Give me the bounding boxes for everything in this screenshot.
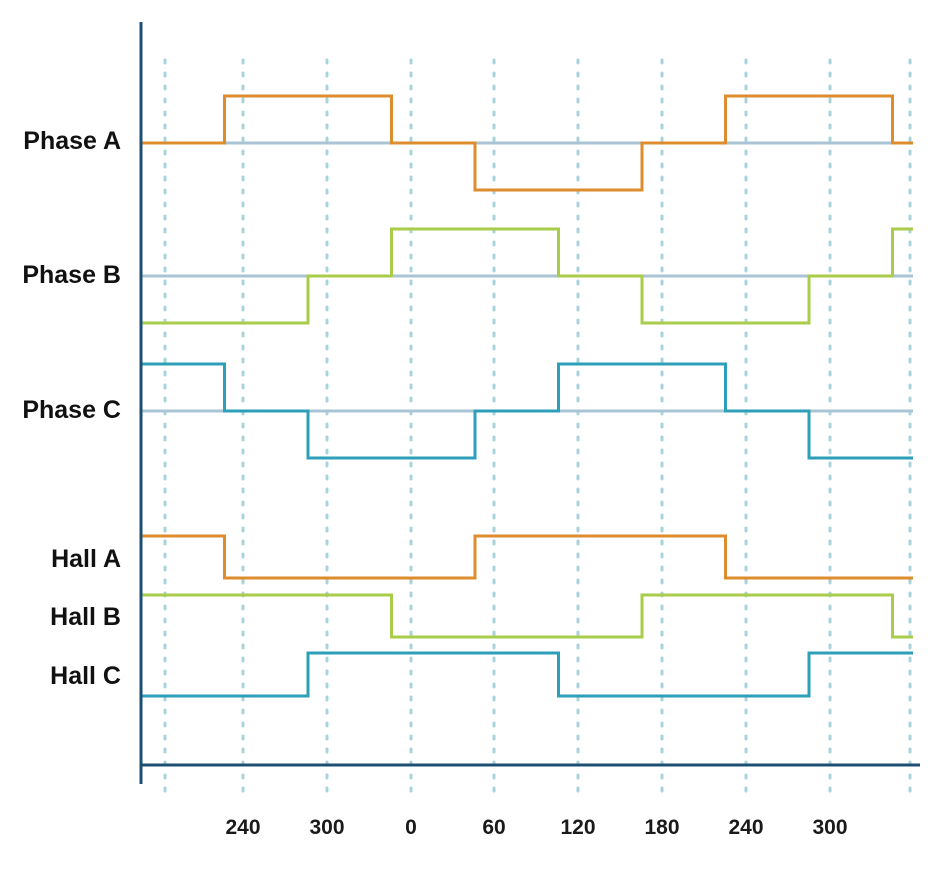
series-phase-a: [141, 94, 913, 192]
series-hall-b: [141, 593, 913, 639]
x-tick-labels: 240 300 0 60 120 180 240 300: [225, 816, 847, 839]
series-phase-b: [141, 227, 913, 325]
series-hall-a: [141, 534, 913, 580]
x-tick-label: 240: [225, 816, 260, 839]
vertical-grid: [163, 58, 912, 802]
series-phase-c: [141, 362, 913, 460]
x-tick-label: 0: [405, 816, 417, 839]
label-phase-a: Phase A: [23, 127, 121, 155]
x-tick-label: 180: [644, 816, 679, 839]
label-phase-b: Phase B: [22, 261, 121, 289]
x-tick-label: 300: [309, 816, 344, 839]
label-hall-a: Hall A: [51, 545, 121, 573]
label-phase-c: Phase C: [22, 396, 121, 424]
x-tick-label: 120: [560, 816, 595, 839]
phase-baselines: [141, 141, 913, 413]
series-hall-c: [141, 651, 913, 698]
x-tick-label: 240: [728, 816, 763, 839]
series-layer: [141, 94, 913, 698]
x-tick-label: 60: [482, 816, 505, 839]
label-hall-b: Hall B: [50, 603, 121, 631]
x-tick-label: 300: [812, 816, 847, 839]
label-hall-c: Hall C: [50, 662, 121, 690]
